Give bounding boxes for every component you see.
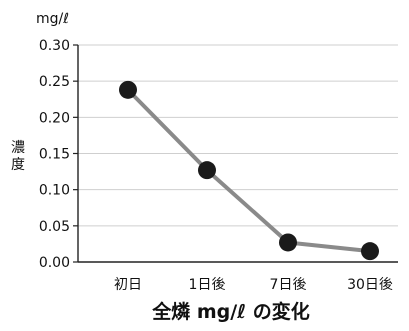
x-tick-label: 初日 [114, 276, 142, 293]
y-unit-label: mg/ℓ [36, 11, 69, 27]
y-tick-label: 0.05 [39, 219, 70, 235]
series-line [126, 88, 371, 254]
y-tick-label: 0.00 [39, 255, 70, 271]
x-tick-labels: 初日 1日後 7日後 30日後 [114, 276, 393, 293]
y-tick-label: 0.15 [39, 147, 70, 163]
y-axis-label-char: 度 [11, 157, 25, 173]
y-axis-label: 濃度 [11, 140, 25, 173]
x-tick-label: 7日後 [270, 277, 307, 293]
chart-title: 全燐 mg/ℓ の変化 [151, 300, 310, 323]
gridlines [78, 44, 398, 227]
y-tick-label: 0.10 [39, 183, 70, 199]
y-axis-label-char: 濃 [11, 140, 25, 156]
data-point [119, 80, 137, 99]
data-point [361, 242, 379, 261]
x-tick-label: 1日後 [189, 277, 226, 293]
data-point [198, 161, 216, 180]
x-tick-label: 30日後 [347, 277, 393, 293]
y-tick-label: 0.30 [39, 38, 70, 54]
y-tick-labels: 0.00 0.05 0.10 0.15 0.20 0.25 0.30 [39, 38, 78, 271]
data-point [279, 233, 297, 252]
y-tick-label: 0.25 [39, 74, 70, 90]
y-tick-label: 0.20 [39, 110, 70, 126]
series-layer [119, 80, 379, 261]
